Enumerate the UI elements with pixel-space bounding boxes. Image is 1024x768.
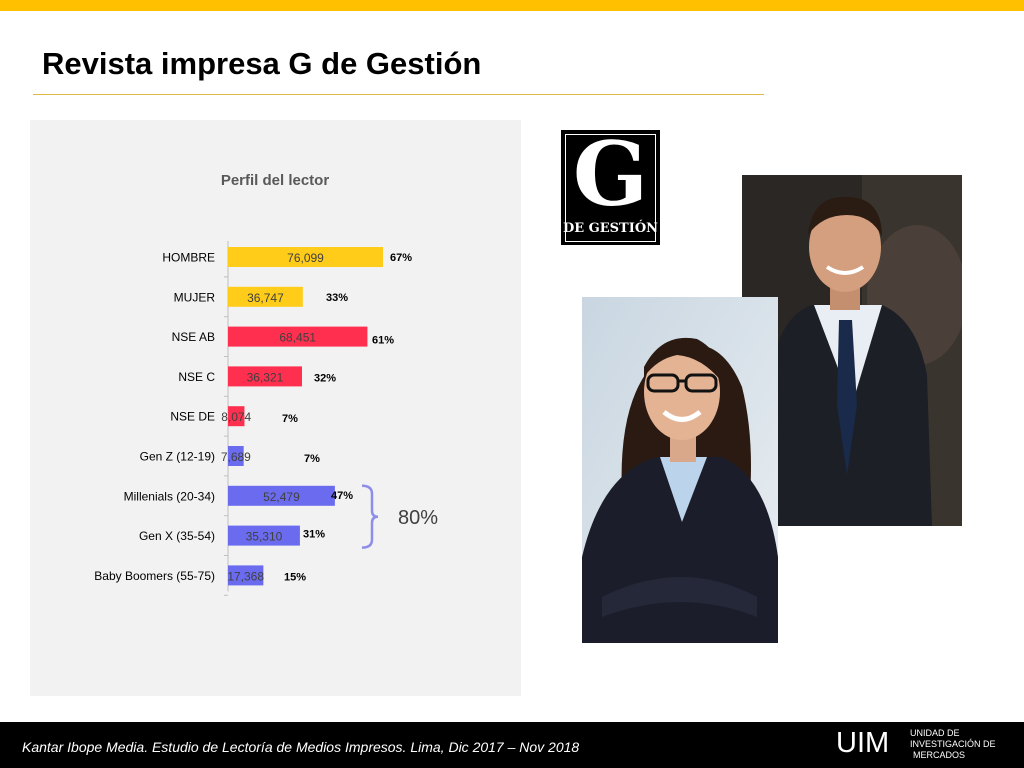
reader-profile-chart: Perfil del lector HOMBRE 76,099 MUJER 36,747… <box>94 172 438 596</box>
bar <box>228 406 245 427</box>
category-label: NSE AB <box>172 330 215 344</box>
category-label: Gen X (35-54) <box>139 529 215 543</box>
bar-percent-label: 32% <box>314 372 336 384</box>
bar-value-label: 52,479 <box>263 490 300 504</box>
category-label: HOMBRE <box>162 251 215 265</box>
bar-value-label: 68,451 <box>279 331 316 345</box>
footer-bar: Kantar Ibope Media. Estudio de Lectoría … <box>0 722 1024 768</box>
bar-percent-label: 33% <box>326 292 348 304</box>
bar-value-label: 36,321 <box>247 370 284 384</box>
category-label: Millenials (20-34) <box>124 489 215 503</box>
uim-logo-text: UNIDAD DE INVESTIGACIÓN DE MERCADOS <box>910 728 996 761</box>
category-label: NSE DE <box>170 410 215 424</box>
logo-letter: G <box>572 122 649 226</box>
bar-value-label: 8,074 <box>221 410 251 424</box>
bar <box>228 286 303 307</box>
uim-text-line2: INVESTIGACIÓN DE <box>910 739 996 749</box>
category-label: Gen Z (12-19) <box>140 450 215 464</box>
source-note: Kantar Ibope Media. Estudio de Lectoría … <box>22 739 580 755</box>
bar <box>228 485 335 506</box>
bar <box>228 247 383 267</box>
man-photo <box>742 175 962 526</box>
chart-title: Perfil del lector <box>221 172 330 189</box>
chart-panel: Perfil del lector HOMBRE 76,099 MUJER 36,747… <box>30 120 521 696</box>
bar-value-label: 17,368 <box>227 569 264 583</box>
bar-value-label: 7,689 <box>221 450 251 464</box>
bracket-label: 80% <box>398 507 438 529</box>
g-de-gestion-logo: G DE GESTIÓN <box>561 122 660 245</box>
category-label: Baby Boomers (55-75) <box>94 569 215 583</box>
title-divider <box>33 94 764 95</box>
uim-logo-mark: UIM <box>836 727 890 759</box>
bar-percent-label: 47% <box>331 490 353 502</box>
bar-value-label: 36,747 <box>247 291 284 305</box>
bar <box>228 446 244 466</box>
category-label: MUJER <box>174 290 216 304</box>
bar-percent-label: 7% <box>282 413 298 425</box>
uim-text-line1: UNIDAD DE <box>910 728 960 738</box>
bar-percent-label: 31% <box>303 529 325 541</box>
logo-frame <box>565 134 656 242</box>
page-title: Revista impresa G de Gestión <box>42 46 482 81</box>
bar-percent-label: 61% <box>372 335 394 347</box>
bar-value-label: 35,310 <box>246 530 283 544</box>
logo-caption: DE GESTIÓN <box>562 221 659 236</box>
bar-percent-label: 15% <box>284 571 306 583</box>
woman-photo <box>582 297 778 643</box>
bar-percent-label: 7% <box>304 453 320 465</box>
bar <box>228 326 368 347</box>
bar-percent-label: 67% <box>390 252 412 264</box>
category-label: NSE C <box>178 370 215 384</box>
top-accent-bar <box>0 0 1024 11</box>
bar <box>228 565 264 586</box>
bar-value-label: 76,099 <box>287 251 324 265</box>
uim-text-line3: MERCADOS <box>913 750 966 760</box>
bar <box>228 525 300 546</box>
bracket <box>361 484 379 549</box>
bar <box>228 366 302 387</box>
